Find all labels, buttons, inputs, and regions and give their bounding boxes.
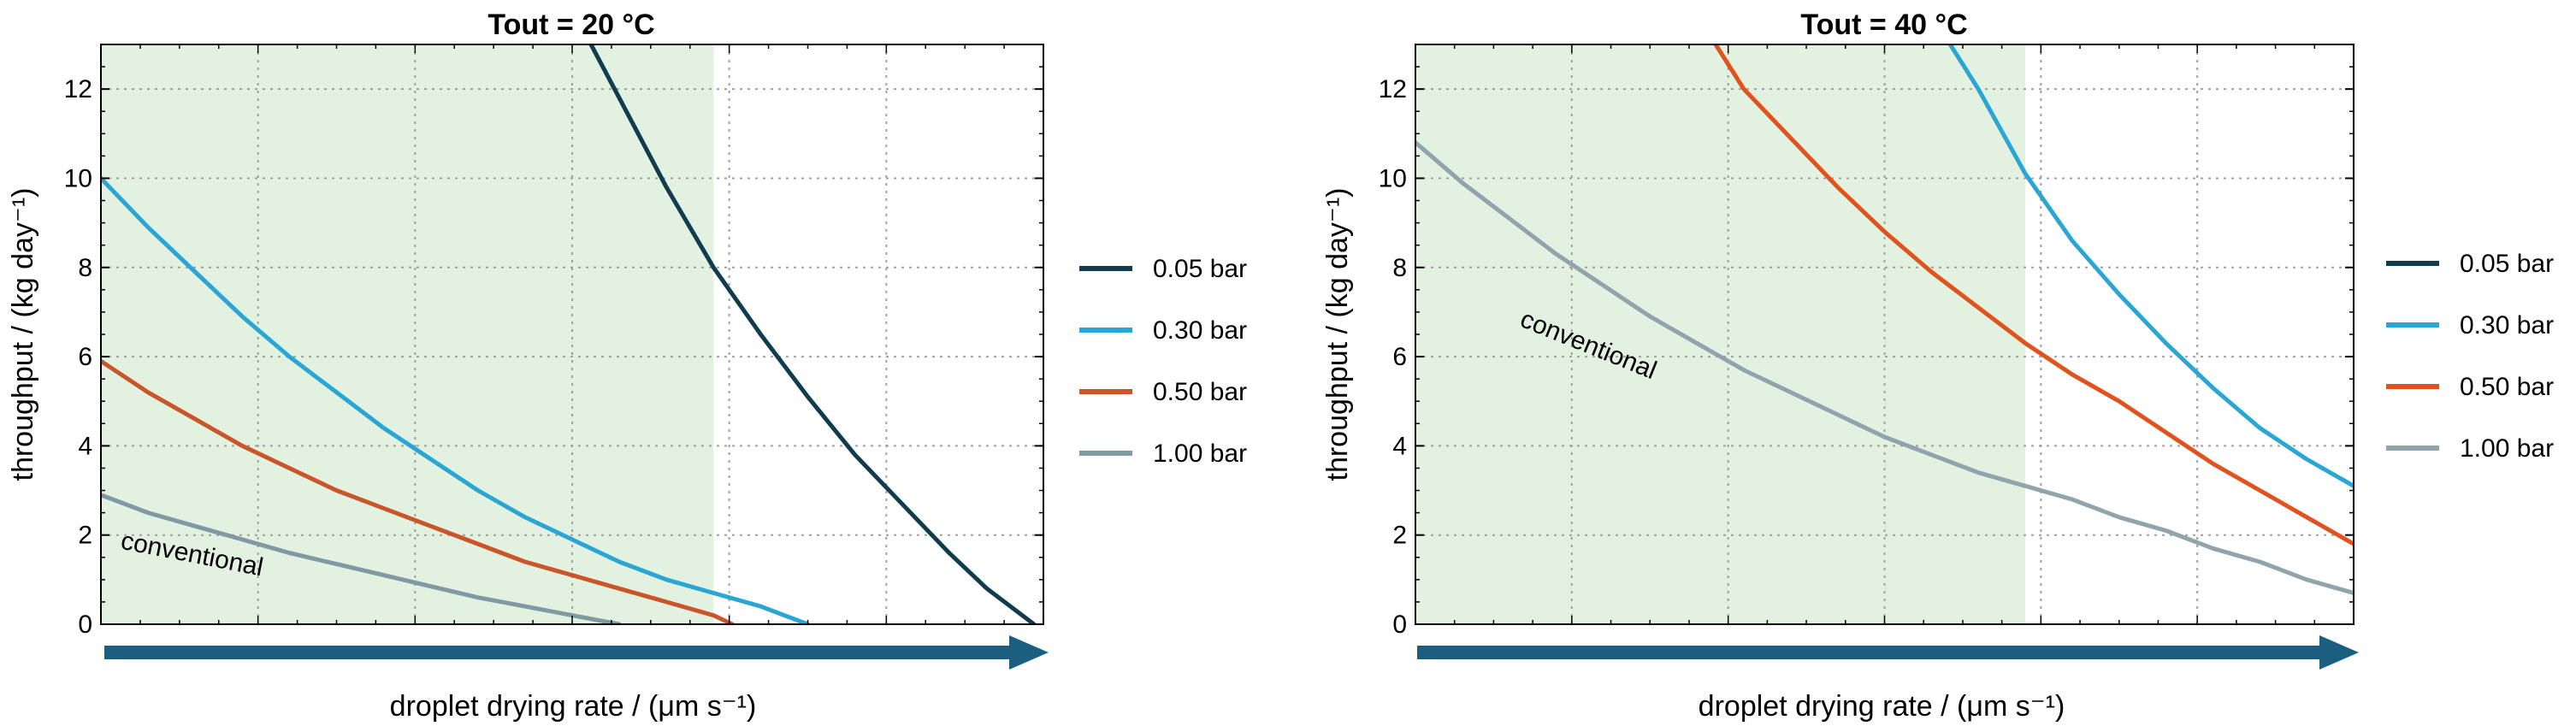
chart-title: Tout = 40 °C: [1800, 9, 1967, 41]
y-tick-label: 6: [1392, 343, 1407, 371]
x-axis-arrowhead: [2319, 635, 2359, 670]
y-tick-label: 0: [78, 611, 92, 639]
y-tick-label: 0: [1392, 611, 1407, 639]
legend-entry: 1.00 bar: [1153, 440, 1247, 468]
series-line-0-30-bar: [101, 176, 810, 624]
x-axis-label: droplet drying rate / (μm s⁻¹): [1699, 690, 2065, 723]
legend-entry: 0.50 bar: [1153, 378, 1247, 406]
legend-entry: 0.30 bar: [1153, 316, 1247, 345]
y-tick-label: 6: [78, 343, 92, 371]
y-tick-label: 12: [1379, 75, 1407, 103]
y-tick-label: 12: [64, 75, 92, 103]
y-tick-label: 8: [1392, 254, 1407, 282]
y-tick-label: 4: [78, 432, 92, 460]
legend: 0.05 bar 0.30 bar 0.50 bar 1.00 bar: [2386, 250, 2554, 463]
chart-panel-2: 0 2 4 6 8 10 12 Tout = 40 °C throughput / (kg da…: [1321, 9, 2554, 723]
legend-entry: 0.50 bar: [2460, 373, 2554, 401]
series-line-1-00-bar: [101, 493, 622, 624]
series-group: [1415, 44, 2354, 595]
chart-panel-1: 0 2 4 6 8 10 12 Tout = 20 °C throughput / (kg da…: [7, 9, 1247, 723]
shaded-region: [1415, 44, 2026, 624]
legend-entry: 0.05 bar: [1153, 255, 1247, 283]
y-tick-label: 4: [1392, 432, 1407, 460]
y-tick-label: 8: [78, 254, 92, 282]
y-axis-label: throughput / (kg day⁻¹): [1321, 187, 1354, 481]
series-line-0-05-bar: [588, 44, 1037, 624]
x-axis-arrowhead: [1009, 635, 1049, 670]
legend: 0.05 bar 0.30 bar 0.50 bar 1.00 bar: [1079, 255, 1247, 468]
y-tick-label: 10: [1379, 164, 1407, 192]
y-tick-label: 2: [1392, 522, 1407, 550]
legend-entry: 0.30 bar: [2460, 311, 2554, 339]
y-tick-label: 2: [78, 522, 92, 550]
series-line-1-00-bar: [1415, 140, 2354, 595]
series-line-0-50-bar: [101, 358, 735, 624]
y-axis-label: throughput / (kg day⁻¹): [7, 187, 39, 481]
series-line-0-50-bar: [1713, 44, 2354, 546]
series-line-0-30-bar: [1947, 44, 2354, 488]
legend-entry: 0.05 bar: [2460, 250, 2554, 278]
y-tick-label: 10: [64, 164, 92, 192]
x-axis-label: droplet drying rate / (μm s⁻¹): [390, 690, 757, 723]
legend-entry: 1.00 bar: [2460, 434, 2554, 463]
shaded-region: [101, 44, 714, 624]
series-group: [101, 44, 1037, 624]
chart-title: Tout = 20 °C: [487, 9, 654, 41]
